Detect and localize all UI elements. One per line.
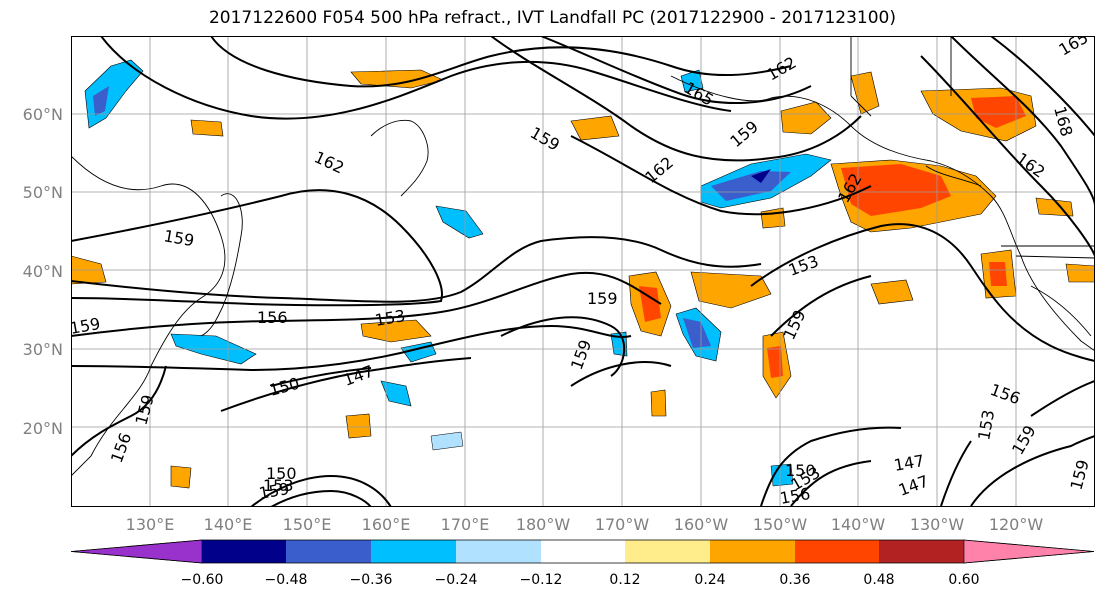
colorbar-tick-label: −0.60 [180,572,224,588]
negative-anomaly-area [430,431,464,451]
lat-label: 50°N [22,183,63,202]
colorbar-tick-label: 0.60 [948,572,980,588]
colorbar-segment [202,540,286,563]
colorbar-segment [879,540,964,563]
positive-anomaly-area [1065,263,1095,283]
negative-anomaly-area [93,86,109,116]
positive-anomaly-area [690,271,772,309]
colorbar-segment [795,540,879,563]
positive-anomaly-area [639,286,661,322]
positive-anomaly-area [570,115,620,141]
graticule [71,36,1095,507]
positive-anomaly-area [360,319,432,343]
colorbar-segment [286,540,371,563]
positive-anomaly-area [650,389,667,417]
lon-label: 120°W [988,515,1044,534]
map-title: 2017122600 F054 500 hPa refract., IVT La… [208,8,896,28]
contour-label: 150 [785,461,816,480]
lon-label: 130°E [125,515,175,534]
lon-label: 170°E [440,515,490,534]
colorbar-tick-label: 0.48 [863,572,895,588]
colorbar-segment [625,540,710,563]
colorbar-segment [710,540,795,563]
contour-label: 150 [266,464,297,483]
positive-anomaly-area [841,164,951,216]
colorbar-tick-label: 0.36 [779,572,811,588]
lon-label: 160°E [361,515,411,534]
colorbar-segment [71,539,203,564]
contour-label: 156 [778,484,811,507]
contour-label: 156 [257,308,288,327]
colorbar-tick-label: −0.36 [349,572,393,588]
colorbar-segment [541,540,625,563]
colorbar [71,539,1095,564]
colorbar-segment [963,539,1095,564]
negative-anomaly-area [711,171,791,201]
negative-anomaly-area [435,205,484,239]
lat-label: 40°N [22,262,63,281]
colorbar-tick-label: 0.24 [694,572,726,588]
map-panel: 165 162 162 159 162 159 162 168 162 165 … [71,36,1095,507]
map-frame [71,36,1095,507]
positive-anomaly-area [345,413,372,439]
colorbar-segment [456,540,541,563]
colorbar-tick-label: −0.12 [519,572,563,588]
positive-anomaly-area [170,465,192,489]
contour-label: 159 [587,289,618,308]
contour-label: 153 [263,476,294,495]
lon-label: 150°E [282,515,332,534]
lon-label: 140°E [203,515,253,534]
height-contours [71,36,1095,507]
positive-anomaly-area [870,279,914,305]
colorbar-tick-label: 0.12 [609,572,641,588]
coastlines [71,36,1095,477]
colorbar-tick-label: −0.48 [264,572,308,588]
lat-label: 30°N [22,340,63,359]
lat-label: 20°N [22,419,63,438]
positive-anomaly-area [190,119,224,137]
lon-label: 160°W [673,515,729,534]
negative-anomaly-area [751,169,771,183]
positive-anomaly-area [767,346,783,378]
lon-label: 140°W [830,515,886,534]
lat-label: 60°N [22,105,63,124]
positive-anomaly-area [780,101,832,135]
positive-anomaly-area [350,69,444,89]
negative-anomaly-area [683,318,711,348]
lon-label: 180°W [515,515,571,534]
lon-label: 170°W [594,515,650,534]
positive-anomaly-area [971,96,1026,128]
lon-label: 150°W [752,515,808,534]
lon-label: 130°W [909,515,965,534]
colorbar-segment [371,540,456,563]
colorbar-tick-label: −0.24 [434,572,478,588]
positive-anomaly-area [989,262,1007,286]
shading-layer [71,59,1095,489]
